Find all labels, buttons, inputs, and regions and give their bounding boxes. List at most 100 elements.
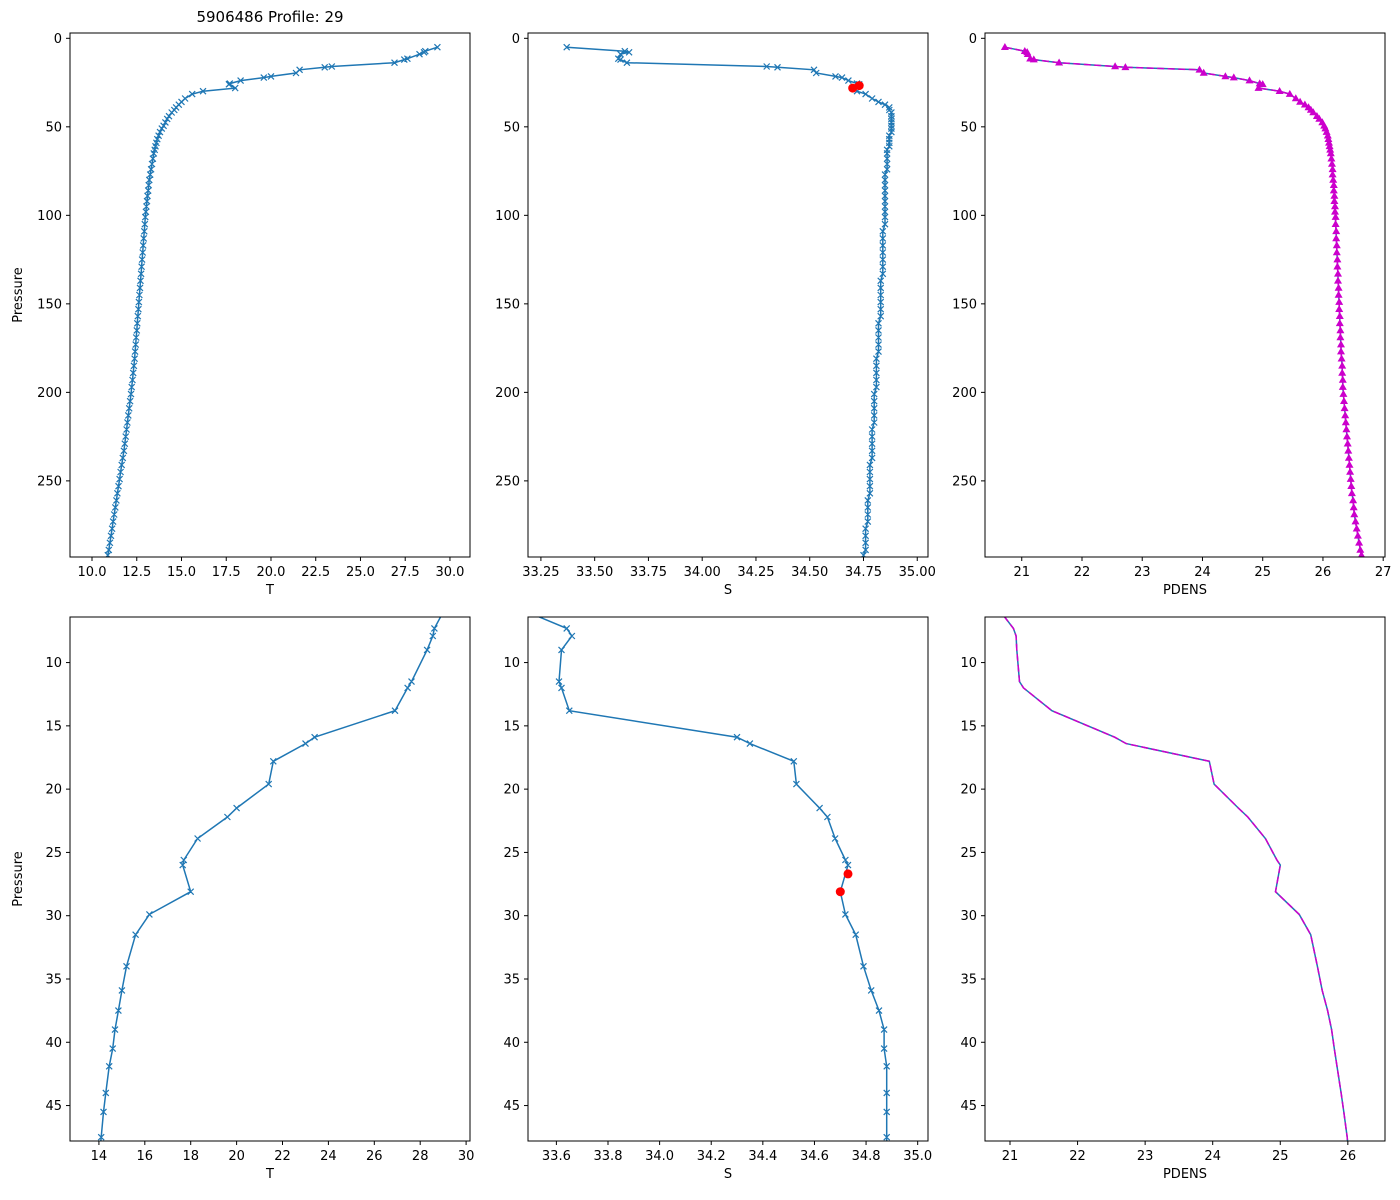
axes-box — [527, 32, 929, 558]
y-tick-label: 0 — [969, 32, 977, 47]
x-axis-label: T — [265, 583, 274, 598]
y-axis-label: Pressure — [11, 851, 26, 907]
y-tick-label: 40 — [960, 1036, 977, 1051]
x-tick-label: 21 — [1013, 565, 1030, 580]
y-tick-label: 150 — [37, 297, 62, 312]
y-tick-label: 0 — [54, 32, 62, 47]
subplot-temperature-zoom: 14 16 18 20 22 24 26 28 30 10 15 20 25 30 35 40 45 T Press… — [11, 616, 475, 1182]
x-tick-label: 24 — [1204, 1149, 1221, 1164]
y-tick-label: 40 — [45, 1036, 62, 1051]
axes-box — [69, 32, 471, 558]
x-markers-blue — [104, 43, 441, 557]
x-tick-label: 28 — [412, 1149, 429, 1164]
y-tick-label: 30 — [45, 909, 62, 924]
y-tick-label: 45 — [45, 1099, 62, 1114]
x-tick-label: 34.0 — [645, 1149, 674, 1164]
x-tick-label: 34.75 — [845, 565, 882, 580]
x-tick-label: 30 — [458, 1149, 475, 1164]
x-tick-label: 24 — [320, 1149, 337, 1164]
y-tick-label: 50 — [503, 120, 520, 135]
plot-area-temperature-zoom — [97, 617, 442, 1141]
x-tick-label: 18 — [182, 1149, 199, 1164]
y-tick-label: 10 — [503, 656, 520, 671]
y-tick-label: 200 — [952, 386, 977, 401]
x-tick-label: 25 — [1272, 1149, 1289, 1164]
series-line-blue — [537, 617, 888, 1141]
x-tick-label: 33.6 — [542, 1149, 571, 1164]
series-line-blue — [566, 46, 893, 556]
y-tick-label: 30 — [503, 909, 520, 924]
y-tick-label: 200 — [37, 386, 62, 401]
x-tick-label: 26 — [1315, 565, 1332, 580]
y-tick-label: 10 — [45, 656, 62, 671]
x-tick-label: 20.0 — [257, 565, 286, 580]
y-tick-label: 100 — [952, 209, 977, 224]
series-line-blue — [1004, 46, 1363, 556]
y-tick-label: 20 — [503, 783, 520, 798]
x-tick-label: 22.5 — [301, 565, 330, 580]
y-tick-label: 150 — [952, 297, 977, 312]
subplot-salinity-full: 33.25 33.50 33.75 34.00 34.25 34.50 34.75 35.00… — [495, 32, 936, 598]
y-tick-label: 45 — [503, 1099, 520, 1114]
y-tick-label: 250 — [495, 474, 520, 489]
y-tick-label: 20 — [960, 783, 977, 798]
x-tick-label: 34.00 — [684, 565, 721, 580]
x-markers-blue — [563, 43, 895, 557]
y-tick-label: 35 — [45, 972, 62, 987]
y-tick-label: 50 — [960, 120, 977, 135]
x-tick-label: 17.5 — [212, 565, 241, 580]
x-tick-label: 34.50 — [791, 565, 828, 580]
y-tick-label: 20 — [45, 783, 62, 798]
x-tick-label: 33.50 — [576, 565, 613, 580]
y-tick-label: 15 — [45, 719, 62, 734]
series-line-blue — [1003, 617, 1349, 1141]
x-tick-label: 27 — [1375, 565, 1392, 580]
x-tick-label: 26 — [366, 1149, 383, 1164]
x-tick-label: 27.5 — [391, 565, 420, 580]
x-axis-label: PDENS — [1163, 1167, 1207, 1182]
x-markers-blue — [555, 624, 891, 1141]
subplot-salinity-zoom: 33.6 33.8 34.0 34.2 34.4 34.6 34.8 35.0 10 15 20 25… — [503, 616, 932, 1182]
plot-area-salinity-zoom — [537, 617, 891, 1141]
x-tick-label: 33.8 — [594, 1149, 623, 1164]
axes-box — [69, 616, 471, 1142]
x-markers-blue — [97, 624, 438, 1141]
subplot-pdens-zoom: 21 22 23 24 25 26 10 15 20 25 30 35 40 45 PDENS — [960, 616, 1386, 1182]
y-tick-label: 250 — [952, 474, 977, 489]
y-tick-label: 150 — [495, 297, 520, 312]
subplot-temperature-full: 10.0 12.5 15.0 17.5 20.0 22.5 25.0 27.5 30.0 0 50 1… — [11, 8, 471, 598]
x-tick-label: 35.0 — [903, 1149, 932, 1164]
x-tick-label: 15.0 — [167, 565, 196, 580]
series-line-blue — [100, 617, 442, 1141]
x-tick-label: 22 — [274, 1149, 291, 1164]
x-axis-label: T — [265, 1167, 274, 1182]
x-tick-label: 25.0 — [346, 565, 375, 580]
x-axis-label: S — [724, 583, 732, 598]
x-axis-label: PDENS — [1163, 583, 1207, 598]
x-tick-label: 20 — [228, 1149, 245, 1164]
x-tick-label: 25 — [1254, 565, 1271, 580]
x-tick-label: 34.4 — [748, 1149, 777, 1164]
y-tick-label: 15 — [960, 719, 977, 734]
y-tick-label: 15 — [503, 719, 520, 734]
x-tick-label: 30.0 — [435, 565, 464, 580]
axes-box — [527, 616, 929, 1142]
y-tick-label: 25 — [45, 846, 62, 861]
x-tick-label: 10.0 — [78, 565, 107, 580]
y-tick-label: 40 — [503, 1036, 520, 1051]
x-tick-label: 22 — [1074, 565, 1091, 580]
x-tick-label: 21 — [1002, 1149, 1019, 1164]
figure-title: 5906486 Profile: 29 — [196, 8, 343, 26]
series-line-magenta — [1004, 46, 1363, 556]
y-tick-label: 30 — [960, 909, 977, 924]
x-tick-label: 34.6 — [800, 1149, 829, 1164]
x-tick-label: 14 — [91, 1149, 108, 1164]
x-tick-label: 34.2 — [697, 1149, 726, 1164]
subplot-pdens-full: 21 22 23 24 25 26 27 0 50 100 150 200 250 PDENS — [952, 32, 1391, 598]
x-tick-label: 16 — [137, 1149, 154, 1164]
x-tick-label: 33.75 — [630, 565, 667, 580]
x-tick-label: 22 — [1069, 1149, 1086, 1164]
x-tick-label: 35.00 — [899, 565, 936, 580]
